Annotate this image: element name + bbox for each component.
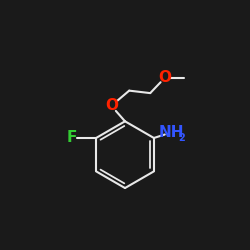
- Text: F: F: [66, 130, 76, 146]
- Text: 2: 2: [178, 133, 185, 143]
- Text: O: O: [105, 98, 118, 114]
- Text: O: O: [158, 70, 172, 85]
- Text: NH: NH: [159, 125, 184, 140]
